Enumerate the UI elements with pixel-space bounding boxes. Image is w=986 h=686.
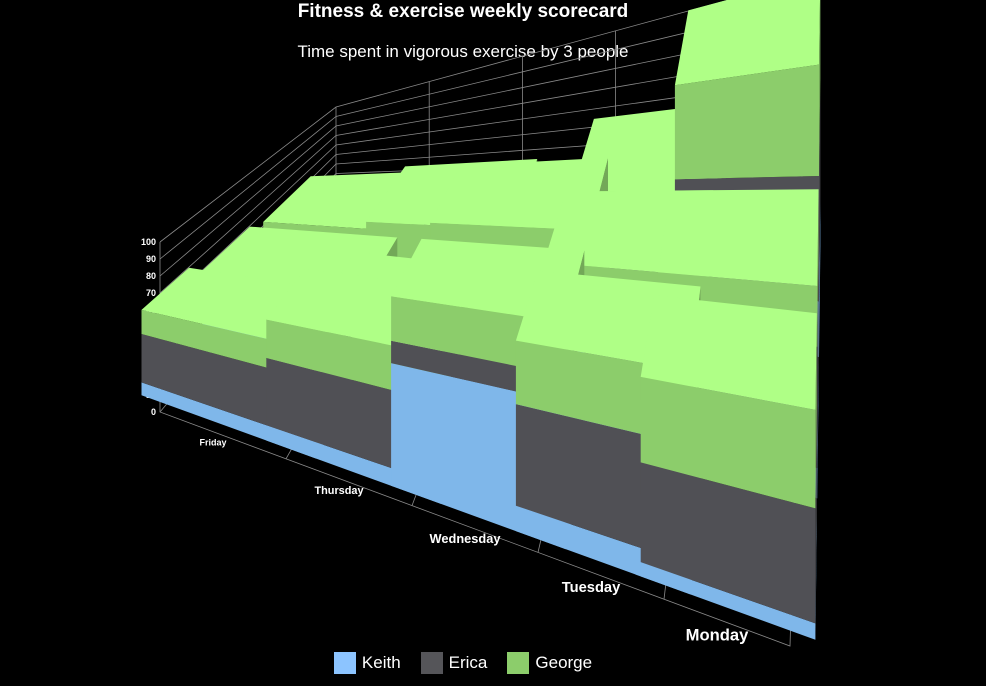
bar-segment-front-george	[674, 64, 819, 180]
day-label-wednesday: Wednesday	[430, 531, 502, 546]
bar-top-george	[640, 295, 817, 410]
legend-swatch-erica	[420, 652, 443, 674]
legend-label-erica: Erica	[448, 653, 488, 672]
day-label-tuesday: Tuesday	[562, 580, 621, 596]
bar-top-george	[674, 0, 821, 86]
y-tick-label-80: 80	[146, 271, 156, 281]
bar-segment-front-erica	[640, 462, 816, 624]
bar-segment-side-george	[815, 313, 817, 509]
legend-item-keith[interactable]: Keith	[333, 652, 401, 674]
bar-segment-side-erica	[815, 405, 817, 624]
bar-segment-side-keith	[819, 194, 821, 357]
bar-top-george	[657, 189, 819, 286]
y-tick-label-90: 90	[146, 254, 156, 264]
bar-segment-side-keith	[815, 514, 817, 640]
bar-segment-front-george	[640, 376, 816, 509]
day-label-thursday: Thursday	[314, 485, 363, 497]
bar-segment-front-keith	[640, 562, 816, 640]
legend-item-george[interactable]: George	[507, 652, 592, 674]
legend-item-erica[interactable]: Erica	[420, 652, 488, 674]
bar-segment-side-erica	[819, 78, 821, 302]
legend-swatch-keith	[333, 652, 356, 674]
legend-label-george: George	[535, 653, 593, 672]
chart-title: Fitness & exercise weekly scorecard	[297, 1, 629, 22]
bar-segment-side-erica	[817, 246, 819, 468]
bar-segment-side-keith	[817, 359, 819, 499]
legend: Keith Erica George	[0, 652, 926, 674]
day-label-monday: Monday	[686, 626, 749, 645]
chart-subtitle: Time spent in vigorous exercise by 3 peo…	[297, 42, 629, 61]
bars	[141, 0, 821, 640]
bar-segment-side-george	[819, 0, 821, 176]
y-tick-label-70: 70	[146, 288, 156, 298]
y-tick-label-0: 0	[151, 407, 156, 417]
day-label-friday: Friday	[199, 437, 226, 447]
y-tick-label-100: 100	[141, 237, 156, 247]
legend-swatch-george	[507, 652, 530, 674]
legend-label-keith: Keith	[361, 653, 401, 672]
bar-segment-side-george	[817, 189, 819, 347]
bar-monday-keith	[640, 295, 817, 640]
